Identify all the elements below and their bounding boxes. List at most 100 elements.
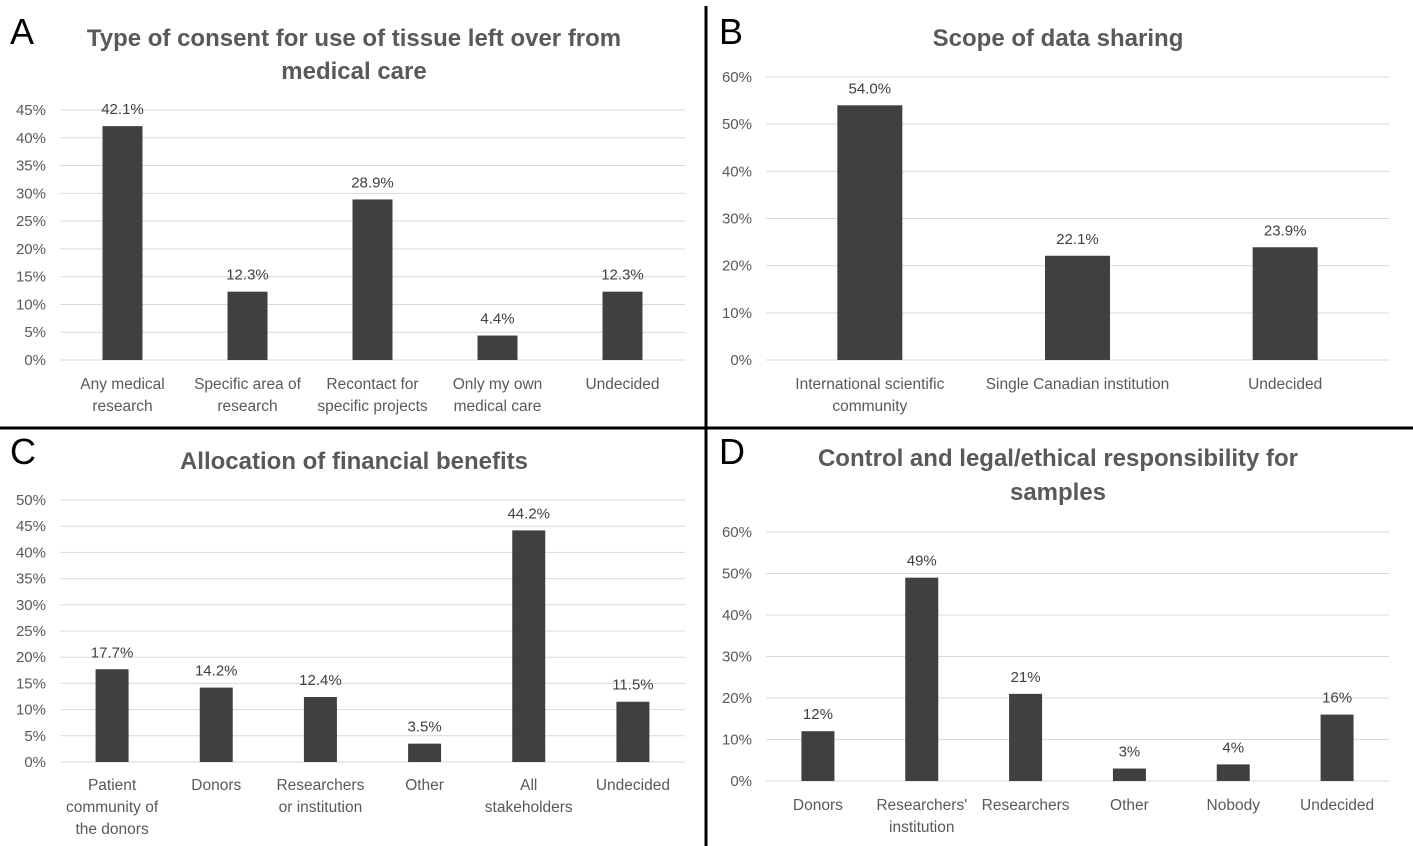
y-tick-label: 5% (24, 324, 46, 341)
category-label: Any medical research (80, 376, 164, 415)
panel-letter: D (719, 431, 745, 472)
bar (1045, 255, 1110, 360)
data-label: 4% (1222, 739, 1244, 756)
y-tick-label: 60% (722, 69, 752, 86)
panel-letter: A (10, 11, 34, 52)
data-label: 11.5% (612, 677, 653, 694)
y-tick-label: 10% (722, 305, 752, 322)
y-tick-label: 30% (722, 649, 752, 666)
y-tick-label: 50% (16, 492, 46, 509)
data-label: 12.4% (299, 672, 342, 689)
data-label: 42.1% (101, 101, 144, 118)
y-tick-label: 45% (16, 518, 46, 535)
category-label: Specific area of research (194, 376, 302, 415)
data-label: 54.0% (849, 80, 892, 97)
y-tick-label: 30% (16, 185, 46, 202)
category-label: Other (405, 777, 444, 794)
data-label: 44.2% (507, 505, 550, 522)
y-tick-label: 10% (16, 296, 46, 313)
y-tick-label: 20% (722, 690, 752, 707)
data-label: 49% (907, 553, 937, 570)
category-label: Single Canadian institution (986, 376, 1170, 393)
category-label: All stakeholders (485, 777, 573, 816)
category-label: Donors (793, 797, 843, 814)
chart-title: Allocation of financial benefits (180, 448, 528, 475)
category-label: Researchers (982, 797, 1070, 814)
bar (905, 577, 939, 781)
data-label: 28.9% (351, 174, 394, 191)
y-tick-label: 0% (24, 754, 46, 771)
y-tick-label: 25% (16, 213, 46, 230)
y-tick-label: 30% (722, 211, 752, 228)
panel-letter: C (10, 431, 36, 472)
panel-a: A Type of consent for use of tissue left … (10, 11, 685, 415)
category-label: Undecided (596, 777, 670, 794)
bar (95, 669, 129, 762)
y-tick-label: 10% (722, 732, 752, 749)
bar (616, 701, 650, 762)
y-tick-label: 0% (730, 773, 752, 790)
bar (1216, 764, 1250, 781)
panel-letter: B (719, 11, 743, 52)
category-label: Undecided (1248, 376, 1322, 393)
bar (801, 731, 835, 781)
y-tick-label: 20% (16, 649, 46, 666)
y-tick-label: 35% (16, 571, 46, 588)
bar (837, 105, 903, 360)
y-tick-label: 15% (16, 269, 46, 286)
data-label: 12% (803, 706, 833, 723)
y-tick-label: 25% (16, 623, 46, 640)
category-label: Researchers' institution (876, 797, 967, 836)
chart-title: Control and legal/ethical responsibility… (818, 445, 1298, 506)
y-tick-label: 5% (24, 728, 46, 745)
y-tick-label: 40% (722, 163, 752, 180)
data-label: 14.2% (195, 663, 238, 680)
bar (1252, 247, 1318, 360)
y-tick-label: 40% (16, 544, 46, 561)
y-tick-label: 45% (16, 102, 46, 119)
chart-title: Scope of data sharing (933, 25, 1184, 52)
bar (602, 291, 643, 360)
data-label: 12.3% (226, 267, 269, 284)
y-tick-label: 30% (16, 597, 46, 614)
data-label: 3% (1119, 744, 1141, 761)
data-label: 12.3% (601, 267, 644, 284)
bar (1112, 768, 1146, 781)
y-tick-label: 50% (722, 116, 752, 133)
bar (1009, 693, 1043, 781)
bar (199, 687, 233, 762)
category-label: Only my own medical care (453, 376, 543, 415)
y-tick-label: 40% (16, 130, 46, 147)
y-tick-label: 50% (722, 566, 752, 583)
y-tick-label: 40% (722, 607, 752, 624)
bar (1320, 714, 1354, 781)
bar (512, 530, 546, 762)
y-tick-label: 35% (16, 158, 46, 175)
category-label: Other (1110, 797, 1149, 814)
y-tick-label: 20% (722, 258, 752, 275)
bar (352, 199, 393, 360)
category-label: Nobody (1207, 797, 1261, 814)
bar (477, 335, 518, 360)
panel-b: B Scope of data sharing 0% 10% 20% 30% 40% 50% 6… (719, 11, 1389, 415)
data-label: 4.4% (480, 311, 514, 328)
chart-title: Type of consent for use of tissue left o… (87, 25, 621, 85)
panel-d: D Control and legal/ethical responsibilit… (719, 431, 1389, 836)
data-label: 16% (1322, 690, 1352, 707)
category-label: Recontact for specific projects (317, 376, 428, 415)
category-label: Undecided (1300, 797, 1374, 814)
y-tick-label: 10% (16, 702, 46, 719)
category-label: Researchers or institution (276, 777, 364, 816)
data-label: 3.5% (407, 719, 441, 736)
category-label: International scientific community (795, 376, 944, 415)
data-label: 23.9% (1264, 222, 1307, 239)
y-tick-label: 0% (24, 352, 46, 369)
panel-c: C Allocation of financial benefits 0% 5% 10%… (10, 431, 685, 838)
category-label: Undecided (585, 376, 659, 393)
category-label: Patient community of the donors (66, 777, 159, 838)
data-label: 22.1% (1056, 231, 1099, 248)
y-tick-label: 15% (16, 675, 46, 692)
y-tick-label: 60% (722, 524, 752, 541)
category-label: Donors (191, 777, 241, 794)
